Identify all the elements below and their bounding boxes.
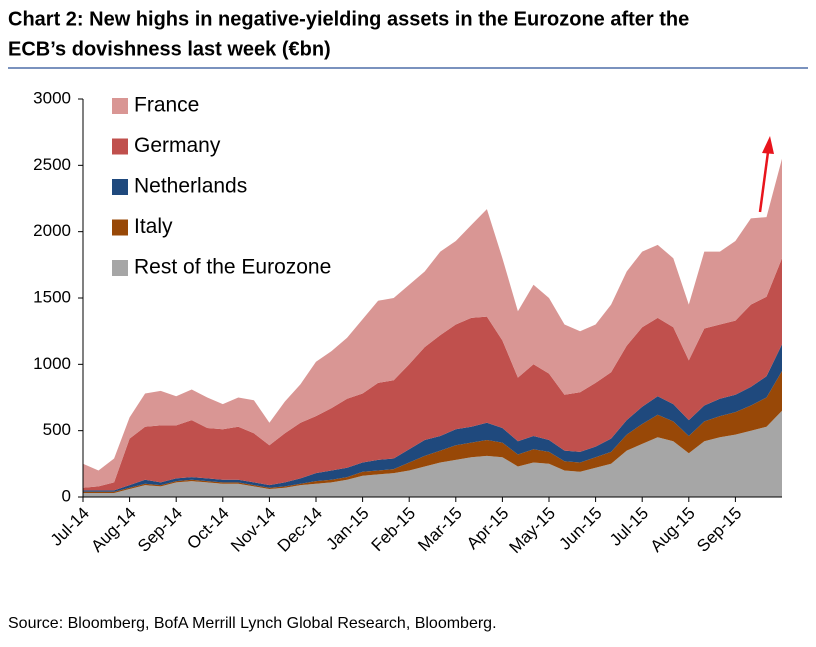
- legend-swatch: [112, 179, 128, 195]
- x-tick-label: Jan-15: [322, 504, 372, 554]
- y-tick-label: 3000: [33, 88, 71, 107]
- x-tick-label: May-15: [505, 504, 559, 558]
- legend-swatch: [112, 260, 128, 276]
- legend-label: Italy: [134, 215, 173, 238]
- legend-label: Netherlands: [134, 175, 247, 198]
- legend-swatch: [112, 219, 128, 236]
- x-tick-label: Apr-15: [463, 504, 513, 554]
- x-tick-label: Mar-15: [414, 504, 466, 556]
- source-note: Source: Bloomberg, BofA Merrill Lynch Gl…: [8, 615, 497, 632]
- legend-label: Germany: [134, 134, 221, 157]
- plot-area: [83, 158, 782, 497]
- x-tick-label: Aug-14: [87, 504, 139, 556]
- legend-label: France: [134, 94, 199, 117]
- area: [83, 258, 782, 491]
- x-tick-label: Nov-14: [227, 504, 279, 556]
- legend-swatch: [112, 98, 128, 114]
- y-tick-label: 0: [62, 486, 71, 505]
- area: [83, 371, 782, 493]
- chart-title: Chart 2: New highs in negative-yielding …: [8, 8, 689, 30]
- area: [83, 344, 782, 492]
- x-tick-label: Dec-14: [274, 504, 326, 556]
- x-tick-label: Jul-15: [606, 504, 652, 550]
- trend-arrow: [758, 136, 774, 213]
- x-tick-label: Jul-14: [47, 504, 93, 550]
- legend-swatch: [112, 138, 128, 155]
- y-tick-label: 2000: [33, 221, 71, 240]
- x-tick-label: Aug-15: [647, 504, 699, 556]
- y-tick-label: 500: [43, 420, 71, 439]
- area: [83, 158, 782, 488]
- chart-subtitle: ECB’s dovishness last week (€bn): [8, 38, 331, 60]
- x-tick-label: Oct-14: [183, 504, 233, 554]
- x-tick-label: Sep-15: [693, 504, 745, 556]
- x-tick-label: Jun-15: [555, 504, 605, 554]
- x-tick-label: Feb-15: [368, 504, 420, 556]
- area: [83, 410, 782, 497]
- x-tick-label: Sep-14: [134, 504, 186, 556]
- y-tick-label: 2500: [33, 155, 71, 174]
- y-tick-label: 1000: [33, 354, 71, 373]
- y-tick-label: 1500: [33, 287, 71, 306]
- legend-label: Rest of the Eurozone: [134, 256, 331, 279]
